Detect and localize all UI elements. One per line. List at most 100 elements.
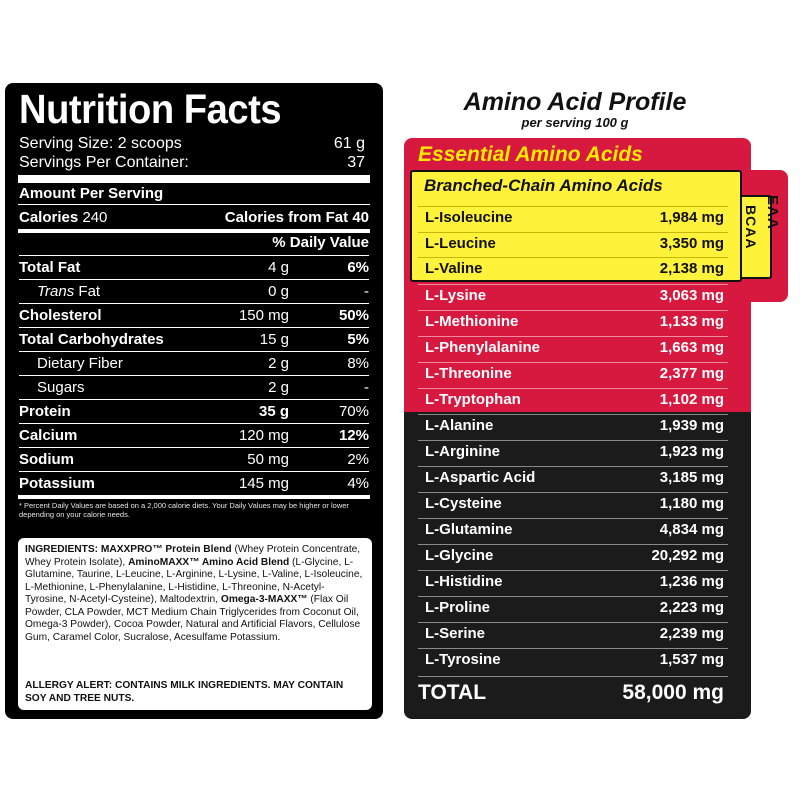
thick-divider [18, 175, 370, 183]
amino-profile-title: Amino Acid Profile [463, 88, 687, 116]
nutrient-daily-value: 50% [338, 307, 369, 324]
nutrient-name: Total Fat [19, 259, 81, 276]
amino-row-nonessential: L-Tyrosine 1,537 mg [418, 648, 728, 671]
nutrient-amount: 4 g [268, 259, 289, 276]
calories-from-fat-value: 40 [352, 209, 369, 226]
amino-value: 1,537 mg [659, 651, 724, 668]
nutrient-row: Trans Fat 0 g - [19, 279, 369, 304]
calories-label: Calories [19, 209, 79, 226]
nutrient-row: Potassium 145 mg 4% [19, 471, 369, 496]
calories-row: Calories 240 Calories from Fat 40 [19, 209, 369, 226]
protein-blend-label: INGREDIENTS: MAXXPRO™ Protein Blend [25, 544, 232, 555]
amino-name: L-Threonine [425, 365, 512, 382]
nutrient-daily-value: 6% [347, 259, 369, 276]
nutrient-name: Calcium [19, 427, 78, 444]
amino-name: L-Leucine [425, 235, 496, 252]
amino-value: 2,223 mg [659, 599, 724, 616]
nutrient-daily-value: - [364, 283, 369, 300]
amino-name: L-Serine [425, 625, 486, 642]
amino-name: L-Lysine [425, 287, 487, 304]
amino-value: 4,834 mg [659, 521, 724, 538]
nutrient-name: Trans Fat [37, 283, 101, 300]
amino-row-nonessential: L-Alanine 1,939 mg [418, 414, 728, 437]
amino-value: 1,923 mg [659, 443, 724, 460]
nutrient-amount: 145 mg [238, 475, 289, 492]
nutrient-daily-value: - [364, 379, 369, 396]
amino-name: L-Methionine [425, 313, 519, 330]
ingredients-box: INGREDIENTS: MAXXPRO™ Protein Blend (Whe… [18, 538, 372, 710]
nutrient-amount: 35 g [258, 403, 289, 420]
nutrient-daily-value: 5% [347, 331, 369, 348]
omega-text: (Flax Oil Powder, CLA Powder, MCT Medium… [25, 594, 361, 643]
amount-per-serving: Amount Per Serving [19, 185, 164, 202]
nutrient-amount: 15 g [259, 331, 289, 348]
nutrient-daily-value: 12% [338, 427, 369, 444]
amino-value: 1,236 mg [659, 573, 724, 590]
amino-row-essential: L-Lysine 3,063 mg [418, 284, 728, 307]
amino-name: L-Isoleucine [425, 209, 513, 226]
nutrient-daily-value: 4% [347, 475, 369, 492]
nutrition-facts-title: Nutrition Facts [19, 86, 282, 132]
nutrient-row: Protein 35 g 70% [19, 399, 369, 424]
nutrient-name: Total Carbohydrates [19, 331, 164, 348]
nutrient-amount: 2 g [268, 379, 289, 396]
amino-row-nonessential: L-Histidine 1,236 mg [418, 570, 728, 593]
amino-row-nonessential: L-Cysteine 1,180 mg [418, 492, 728, 515]
total-label: TOTAL [418, 681, 487, 704]
calories-value: 240 [82, 209, 108, 226]
amino-row-essential: L-Tryptophan 1,102 mg [418, 388, 728, 411]
amino-value: 2,239 mg [659, 625, 724, 642]
amino-row-bcaa: L-Leucine 3,350 mg [418, 232, 728, 255]
amino-name: L-Phenylalanine [425, 339, 541, 356]
omega-label: Omega-3-MAXX™ [220, 594, 308, 605]
amino-row-nonessential: L-Glycine 20,292 mg [418, 544, 728, 567]
amino-name: L-Aspartic Acid [425, 469, 536, 486]
daily-value-footnote: * Percent Daily Values are based on a 2,… [19, 501, 349, 519]
allergy-alert: ALLERGY ALERT: CONTAINS MILK INGREDIENTS… [25, 680, 344, 704]
calories-from-fat-label: Calories from Fat [224, 209, 349, 226]
nutrient-name: Potassium [19, 475, 95, 492]
amino-row-essential: L-Methionine 1,133 mg [418, 310, 728, 333]
nutrient-amount: 2 g [268, 355, 289, 372]
amino-value: 1,663 mg [659, 339, 724, 356]
amino-row-bcaa: L-Valine 2,138 mg [418, 257, 728, 280]
amino-row-nonessential: L-Serine 2,239 mg [418, 622, 728, 645]
amino-value: 3,063 mg [659, 287, 724, 304]
nutrient-row: Cholesterol 150 mg 50% [19, 303, 369, 328]
protein-blend-text: (Whey Protein Concentrate, Whey Protein … [25, 544, 361, 568]
nutrient-amount: 150 mg [238, 307, 289, 324]
amino-name: L-Glutamine [425, 521, 513, 538]
amino-value: 1,939 mg [659, 417, 724, 434]
serving-size-value: 61 g [333, 135, 365, 152]
medium-divider [18, 229, 370, 233]
nutrient-name: Protein [19, 403, 71, 420]
amino-row-essential: L-Phenylalanine 1,663 mg [418, 336, 728, 359]
amino-value: 2,377 mg [659, 365, 724, 382]
bottom-divider [18, 495, 370, 499]
amino-blend-label: AminoMAXX™ Amino Acid Blend [128, 556, 290, 568]
amino-value: 1,102 mg [659, 391, 724, 408]
amino-profile-subtitle: per serving 100 g [521, 115, 629, 130]
amino-value: 1,133 mg [659, 313, 724, 330]
nutrient-row: Sugars 2 g - [19, 375, 369, 400]
daily-value-header: % Daily Value [272, 234, 369, 251]
nutrient-row: Dietary Fiber 2 g 8% [19, 351, 369, 376]
amino-value: 20,292 mg [651, 547, 724, 564]
amino-value: 1,984 mg [659, 209, 724, 226]
nutrient-name: Sodium [19, 451, 74, 468]
nutrient-daily-value: 2% [347, 451, 369, 468]
amino-name: L-Tyrosine [425, 651, 501, 668]
nutrient-row: Total Fat 4 g 6% [19, 255, 369, 280]
nutrient-amount: 0 g [268, 283, 289, 300]
amino-row-bcaa: L-Isoleucine 1,984 mg [418, 206, 728, 229]
bcaa-side-tab [738, 195, 772, 279]
servings-per-container-row: Servings Per Container: 37 [19, 154, 369, 172]
amino-name: L-Cysteine [425, 495, 502, 512]
essential-amino-header: Essential Amino Acids [418, 143, 643, 166]
serving-size-row: Serving Size: 2 scoops 61 g [19, 135, 369, 153]
nutrient-daily-value: 8% [347, 355, 369, 372]
nutrient-amount: 50 mg [247, 451, 289, 468]
amino-name: L-Valine [425, 260, 483, 277]
amino-blend-text: (L-Glycine, L-Glutamine, Taurine, L-Leuc… [25, 556, 363, 606]
amino-value: 3,185 mg [659, 469, 724, 486]
